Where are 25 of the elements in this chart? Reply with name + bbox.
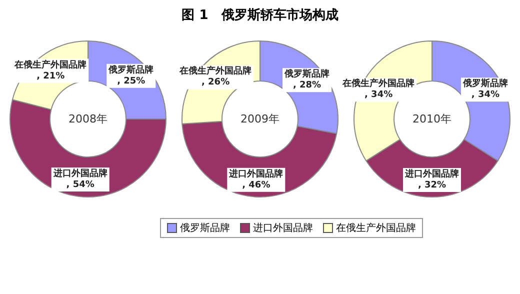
slice-label: 在俄生产外国品牌: [342, 78, 415, 90]
data-label: , 26%: [201, 78, 230, 88]
legend-label: 在俄生产外国品牌: [335, 222, 416, 235]
slice-label: 俄罗斯品牌: [284, 68, 330, 80]
slice-label: 俄罗斯品牌: [108, 64, 154, 76]
data-label: , 34%: [364, 90, 393, 100]
data-label: , 34%: [471, 90, 500, 100]
data-label: , 46%: [242, 180, 270, 190]
slice-label: 进口外国品牌: [228, 168, 284, 180]
data-label: , 25%: [117, 76, 146, 86]
text: 2010年: [412, 112, 452, 126]
slice-label: 进口外国品牌: [52, 168, 108, 180]
slice-label: 俄罗斯品牌: [462, 78, 508, 90]
text: 2008年: [68, 112, 108, 126]
legend-label: 俄罗斯品牌: [179, 222, 230, 235]
slice-label: 在俄生产外国品牌: [178, 66, 252, 77]
text: 2009年: [240, 112, 280, 126]
chart-title: 图 1 俄罗斯轿车市场构成: [180, 6, 340, 24]
slice-label: 在俄生产外国品牌: [14, 59, 87, 70]
slice-label: 进口外国品牌: [404, 168, 459, 180]
data-label: , 21%: [36, 71, 65, 82]
data-label: , 32%: [418, 180, 446, 190]
data-label: , 28%: [292, 80, 322, 91]
data-label: , 54%: [66, 180, 94, 190]
legend-label: 进口外国品牌: [252, 222, 313, 235]
